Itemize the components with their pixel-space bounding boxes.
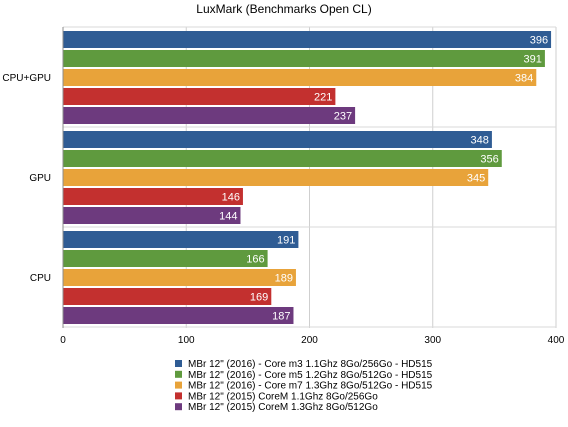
bar-value-label: 384 — [515, 73, 533, 85]
bar-value-label: 144 — [219, 211, 237, 223]
bar — [63, 31, 552, 48]
bar-value-label: 345 — [467, 173, 485, 185]
bar — [63, 131, 492, 148]
bar-value-label: 356 — [480, 154, 498, 166]
x-tick-label: 200 — [301, 335, 318, 346]
x-tick-label: 100 — [178, 335, 195, 346]
legend-label: MBr 12" (2016) - Core m5 1.2Ghz 8Go/512G… — [188, 370, 433, 381]
category-label: GPU — [29, 173, 51, 184]
category-label: CPU+GPU — [2, 73, 51, 84]
bar — [63, 150, 502, 167]
legend-swatch — [175, 370, 182, 378]
bar — [63, 88, 336, 105]
bar — [63, 250, 268, 267]
category-label: CPU — [30, 273, 51, 284]
legend-label: MBr 12" (2015) CoreM 1.3Ghz 8Go/512Go — [188, 402, 378, 413]
legend-swatch — [175, 381, 182, 389]
axes: 0 100 200 300 400 CPU+GPU GPU CPU — [2, 27, 565, 346]
bar — [63, 188, 243, 205]
bar-value-label: 191 — [277, 235, 295, 247]
x-tick-label: 0 — [60, 335, 66, 346]
x-tick-label: 300 — [424, 335, 441, 346]
bar-value-label: 396 — [530, 35, 548, 47]
bar — [63, 231, 299, 248]
bar-value-label: 189 — [275, 273, 293, 285]
bar-value-label: 169 — [250, 292, 268, 304]
bar — [63, 107, 356, 124]
chart-title: LuxMark (Benchmarks Open CL) — [196, 2, 371, 16]
bar-value-label: 187 — [272, 311, 290, 323]
legend: MBr 12" (2016) - Core m3 1.1Ghz 8Go/256G… — [175, 359, 433, 413]
bar-value-label: 391 — [524, 54, 542, 66]
bar-value-label: 221 — [314, 92, 332, 104]
legend-swatch — [175, 392, 182, 400]
bar — [63, 207, 241, 224]
legend-label: MBr 12" (2015) CoreM 1.1Ghz 8Go/256Go — [188, 391, 378, 402]
bar-value-label: 146 — [222, 192, 240, 204]
bar-value-label: 348 — [471, 135, 489, 147]
bar-value-label: 166 — [246, 254, 264, 266]
bar-value-label: 237 — [334, 111, 352, 123]
bar — [63, 69, 537, 86]
x-tick-label: 400 — [548, 335, 565, 346]
bar — [63, 288, 272, 305]
bar — [63, 269, 296, 286]
bar — [63, 169, 489, 186]
legend-swatch — [175, 403, 182, 411]
bar — [63, 307, 294, 324]
legend-swatch — [175, 360, 182, 367]
legend-label: MBr 12" (2016) - Core m3 1.1Ghz 8Go/256G… — [188, 359, 433, 370]
legend-label: MBr 12" (2016) - Core m7 1.3Ghz 8Go/512G… — [188, 381, 433, 392]
bar — [63, 50, 545, 67]
